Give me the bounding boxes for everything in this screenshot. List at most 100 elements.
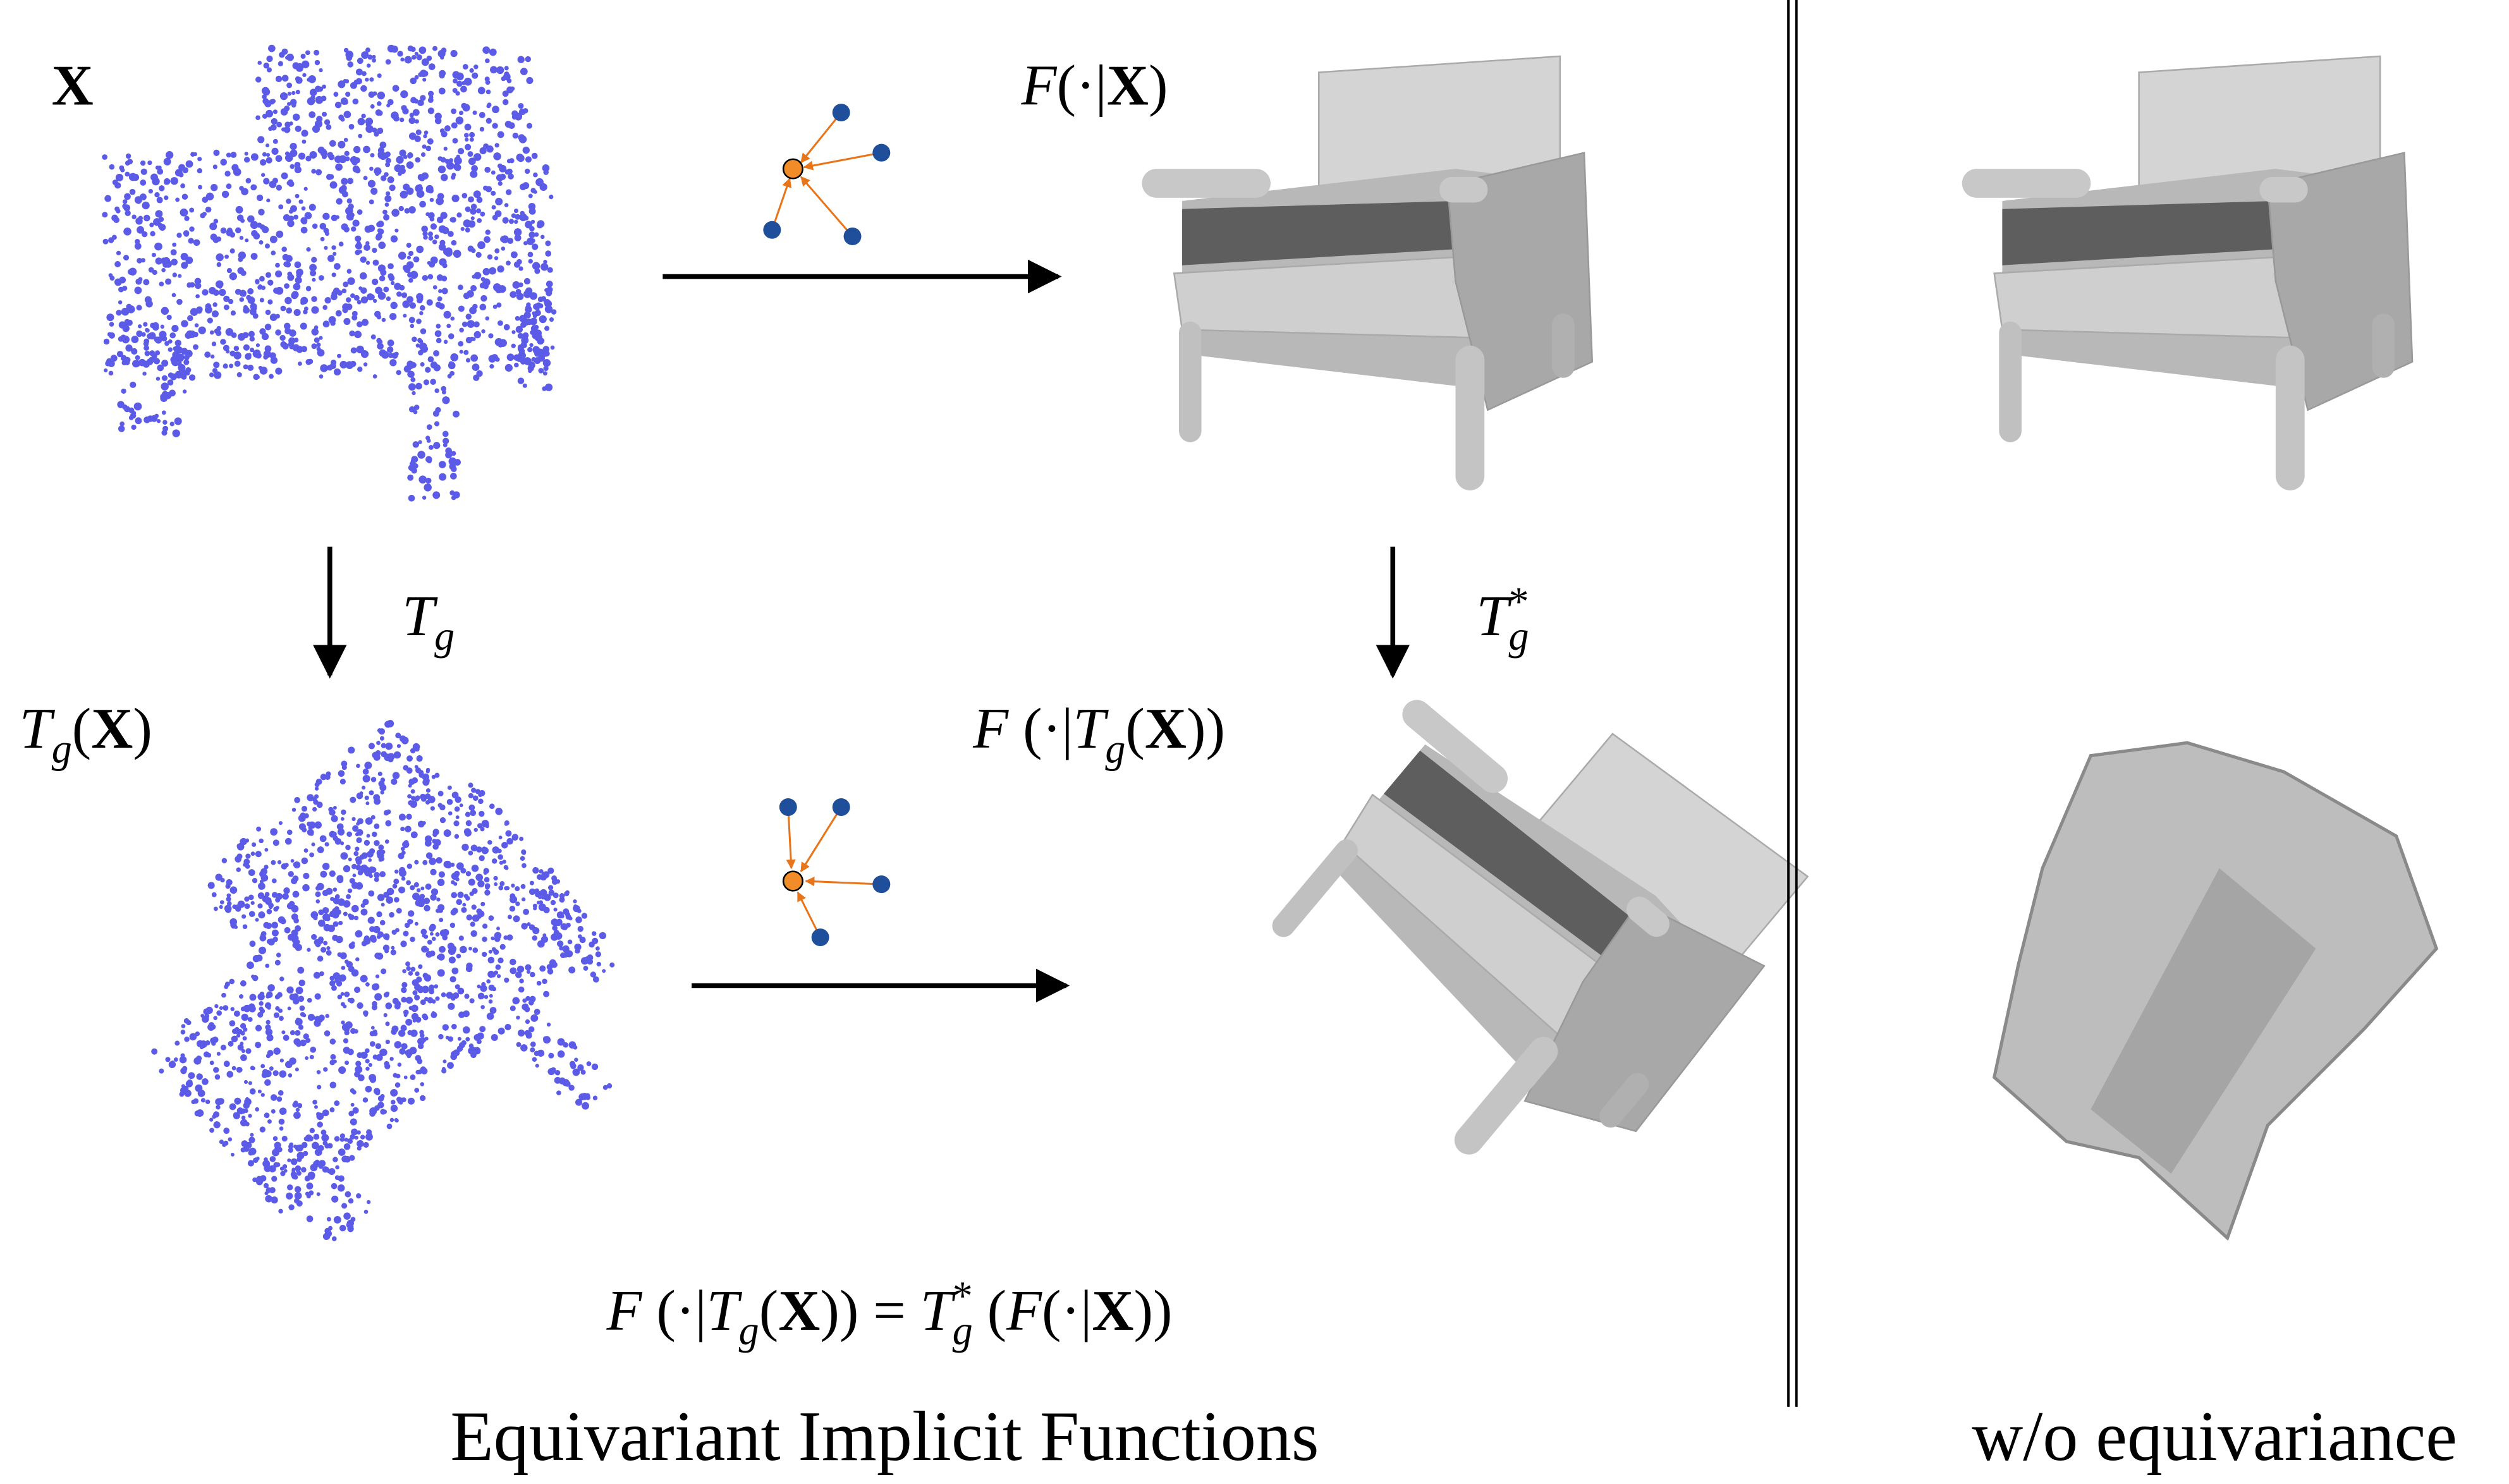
point xyxy=(376,911,382,918)
point xyxy=(247,1017,253,1022)
point xyxy=(467,320,474,327)
point xyxy=(367,871,372,876)
point xyxy=(174,339,181,346)
point xyxy=(241,1116,246,1120)
point xyxy=(329,910,336,917)
point xyxy=(451,173,456,178)
point xyxy=(459,803,463,808)
point xyxy=(423,897,430,904)
math-label: F(·|X) xyxy=(1021,52,1168,117)
point xyxy=(456,953,461,959)
point xyxy=(231,1035,238,1043)
point xyxy=(559,897,565,903)
point xyxy=(156,197,163,204)
point xyxy=(337,353,341,358)
point xyxy=(516,293,524,300)
point xyxy=(357,367,363,372)
point xyxy=(438,871,445,878)
point xyxy=(161,382,169,391)
point xyxy=(412,109,420,116)
point xyxy=(415,129,422,135)
point xyxy=(286,53,294,61)
point xyxy=(380,790,384,795)
point xyxy=(481,329,485,334)
point xyxy=(248,869,255,876)
point xyxy=(343,1212,351,1220)
point xyxy=(368,91,375,98)
point xyxy=(301,1167,307,1173)
point xyxy=(534,324,539,330)
point xyxy=(393,879,400,885)
point xyxy=(340,817,345,821)
point xyxy=(293,1111,301,1119)
point xyxy=(532,243,539,250)
point xyxy=(450,316,455,321)
point xyxy=(216,236,222,242)
point xyxy=(427,997,434,1004)
point xyxy=(236,1033,241,1038)
point xyxy=(341,1203,348,1209)
graph-icon xyxy=(763,104,891,245)
point xyxy=(259,946,267,954)
point xyxy=(157,168,164,175)
point xyxy=(230,1152,235,1157)
point xyxy=(286,82,293,88)
label-part: X xyxy=(1107,52,1149,117)
point xyxy=(542,164,550,172)
point xyxy=(314,821,322,829)
point xyxy=(403,1075,408,1080)
point xyxy=(375,1043,382,1049)
point xyxy=(343,1038,349,1043)
point xyxy=(275,329,281,336)
point xyxy=(345,844,351,851)
point xyxy=(152,322,159,329)
point xyxy=(218,284,223,289)
point xyxy=(400,118,405,123)
point xyxy=(216,1105,221,1110)
point xyxy=(406,863,413,869)
point xyxy=(416,888,421,892)
point xyxy=(317,1121,323,1128)
point xyxy=(266,143,270,148)
point xyxy=(510,291,517,298)
point xyxy=(200,1098,206,1103)
point xyxy=(350,1134,355,1140)
point xyxy=(465,143,472,150)
point xyxy=(469,68,474,73)
point xyxy=(357,1140,364,1148)
point xyxy=(271,99,276,104)
point xyxy=(314,1105,318,1109)
point xyxy=(266,1019,271,1025)
point xyxy=(379,871,386,878)
point xyxy=(317,846,324,853)
point xyxy=(156,377,161,381)
point xyxy=(439,946,446,953)
point xyxy=(213,362,220,368)
point xyxy=(421,58,429,66)
point xyxy=(502,99,509,106)
point xyxy=(291,877,298,885)
point xyxy=(563,952,568,958)
point xyxy=(279,1058,284,1063)
point xyxy=(287,1006,291,1011)
point xyxy=(440,157,446,163)
point xyxy=(307,97,315,106)
point xyxy=(516,1042,522,1047)
point xyxy=(267,279,274,286)
point xyxy=(419,894,425,899)
point xyxy=(404,208,410,214)
point xyxy=(487,956,495,964)
point xyxy=(457,148,465,155)
point xyxy=(452,992,460,999)
point xyxy=(317,349,325,357)
point xyxy=(451,122,458,129)
point xyxy=(406,1054,412,1059)
point xyxy=(396,1097,402,1102)
point xyxy=(557,1038,565,1046)
point xyxy=(335,310,342,317)
point xyxy=(433,442,441,449)
point xyxy=(255,115,260,120)
point xyxy=(247,296,255,304)
point xyxy=(419,175,425,181)
point xyxy=(489,48,497,56)
